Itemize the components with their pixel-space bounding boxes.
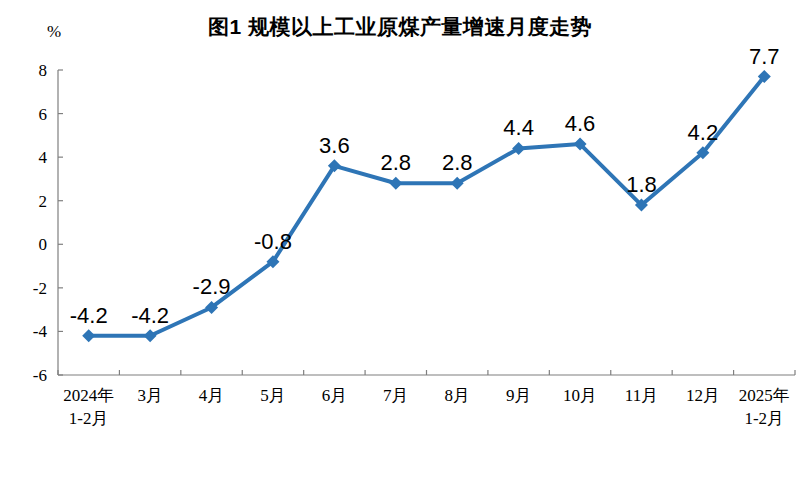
data-point-marker — [389, 177, 402, 190]
y-axis-tick-label: 0 — [39, 235, 48, 254]
data-point-label: 1.8 — [626, 172, 657, 197]
data-point-label: 2.8 — [380, 150, 411, 175]
y-axis-tick-label: 4 — [39, 148, 48, 167]
x-axis-category-label: 6月 — [322, 386, 348, 405]
y-axis-tick-label: 2 — [39, 192, 48, 211]
data-point-label: -4.2 — [131, 303, 169, 328]
x-axis-category-label: 7月 — [383, 386, 409, 405]
x-axis-category-label: 3月 — [137, 386, 163, 405]
line-chart-plot: -6 -4 -2 0 2 4 6 8 2024年1-2月 3月 4月 5月 6月 7月 8月 9月 10月 11月… — [0, 0, 800, 477]
chart-page: { "chart_data": { "type": "line", "title… — [0, 0, 800, 477]
data-point-label: 4.2 — [688, 120, 719, 145]
data-point-marker — [144, 329, 157, 342]
data-point-label: 3.6 — [319, 133, 350, 158]
y-axis-tick-label: 8 — [39, 61, 48, 80]
x-axis-category-label: 2024年1-2月 — [63, 386, 114, 428]
x-axis-category-label: 12月 — [686, 386, 720, 405]
y-axis-tick-label: -4 — [33, 322, 48, 341]
data-point-label: -4.2 — [70, 303, 108, 328]
data-line-series — [89, 77, 765, 336]
y-axis-tick-label: -6 — [33, 366, 47, 385]
y-axis-tick-label: 6 — [39, 105, 48, 124]
x-axis-category-label: 9月 — [506, 386, 532, 405]
data-point-label: 2.8 — [442, 150, 473, 175]
x-axis-category-label: 2025年1-2月 — [739, 386, 790, 428]
data-point-label: -2.9 — [193, 274, 231, 299]
data-point-label: -0.8 — [254, 229, 292, 254]
data-point-label: 4.6 — [565, 111, 596, 136]
data-point-marker — [82, 329, 95, 342]
x-axis-category-label: 4月 — [199, 386, 225, 405]
y-axis-tick-label: -2 — [33, 279, 47, 298]
x-axis-category-label: 8月 — [444, 386, 470, 405]
x-axis-category-label: 11月 — [625, 386, 658, 405]
x-axis-category-label: 10月 — [563, 386, 597, 405]
data-point-label: 7.7 — [749, 44, 780, 69]
x-axis-category-label: 5月 — [260, 386, 286, 405]
data-point-label: 4.4 — [503, 115, 534, 140]
